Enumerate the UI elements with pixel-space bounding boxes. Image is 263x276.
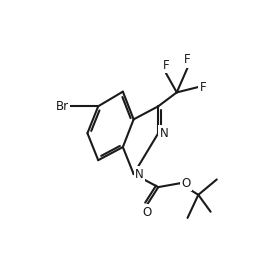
Text: N: N: [160, 127, 169, 140]
Text: N: N: [135, 168, 144, 181]
Text: F: F: [184, 53, 191, 66]
Text: O: O: [143, 206, 152, 219]
Text: Br: Br: [56, 100, 69, 113]
Text: O: O: [181, 177, 191, 190]
Text: F: F: [163, 59, 169, 71]
Text: F: F: [200, 81, 206, 94]
